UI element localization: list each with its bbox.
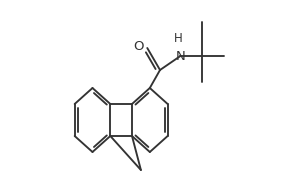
Text: H: H (173, 31, 182, 44)
Text: N: N (175, 49, 185, 62)
Text: O: O (133, 39, 144, 52)
